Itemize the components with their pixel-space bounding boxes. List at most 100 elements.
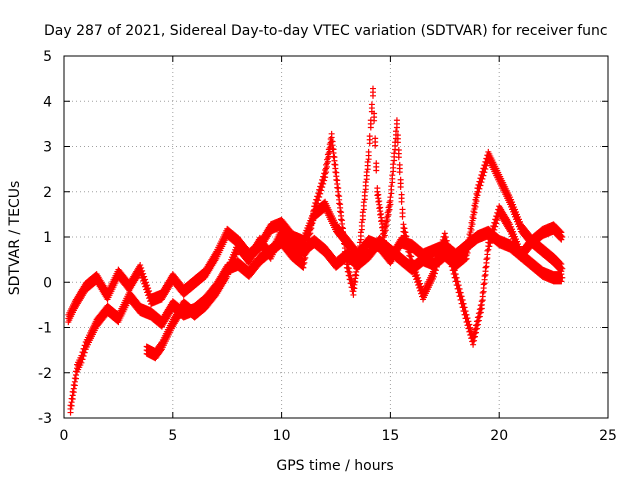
y-tick-label: 0 [43,275,52,291]
y-tick-label: -2 [38,366,52,382]
x-tick-label: 0 [60,428,69,444]
data-point [454,278,461,285]
data-point [456,285,463,292]
data-point [336,193,343,200]
data-point [559,265,566,272]
data-point [457,289,464,296]
data-point [452,271,459,278]
data-point [395,146,402,153]
data-point [368,101,375,108]
y-tick-label: 1 [43,230,52,246]
data-point [348,276,355,283]
data-point [334,177,341,184]
x-tick-label: 15 [381,428,399,444]
data-point [338,209,345,216]
x-tick-label: 25 [599,428,617,444]
data-point [559,274,566,281]
data-point [392,128,399,135]
data-point [345,265,352,272]
data-point [394,132,401,139]
data-point [340,225,347,232]
data-point [557,260,564,267]
data-point [387,194,394,201]
data-point [441,230,448,237]
y-tick-label: 4 [43,94,52,110]
y-tick-labels: -3 -2 -1 0 1 2 3 4 5 [38,49,52,427]
data-point [400,221,407,228]
y-axis-label: SDTVAR / TECUs [7,181,23,296]
data-point [393,117,400,124]
data-point [365,148,372,155]
data-point [467,324,474,331]
data-point [483,256,490,263]
data-point [461,304,468,311]
data-point [346,269,353,276]
data-point [333,169,340,176]
data-point [359,209,366,216]
data-point [389,172,396,179]
data-point [453,274,460,281]
data-point [399,206,406,213]
data-point [396,161,403,168]
data-point [405,241,412,248]
data-point [340,233,347,240]
data-point [350,284,357,291]
data-point [356,245,363,252]
data-point [347,273,354,280]
chart-title: Day 287 of 2021, Sidereal Day-to-day VTE… [44,23,608,39]
x-axis-label: GPS time / hours [276,458,393,474]
data-point [376,198,383,205]
data-point [375,191,382,198]
data-point [145,285,152,292]
data-points [65,85,566,416]
y-tick-label: 5 [43,49,52,65]
x-tick-label: 10 [273,428,291,444]
data-point [557,228,564,235]
data-point [361,189,368,196]
data-point [408,253,415,260]
data-point [445,245,452,252]
data-point [366,133,373,140]
data-point [465,318,472,325]
data-point [144,282,151,289]
data-point [458,293,465,300]
data-point [138,264,145,271]
series-group [67,85,566,416]
data-point [390,161,397,168]
data-point [358,219,365,226]
data-point [143,279,150,286]
data-point [404,237,411,244]
data-point [356,239,363,246]
data-point [379,217,386,224]
data-point [357,229,364,236]
data-point [464,315,471,322]
data-point [417,280,424,287]
data-point [362,179,369,186]
data-point [360,199,367,206]
y-tick-label: -1 [38,321,52,337]
data-point [397,176,404,183]
data-point [459,297,466,304]
data-point [355,252,362,259]
data-point [139,267,146,274]
series-group [143,148,566,362]
data-point [398,191,405,198]
data-point [407,249,414,256]
data-point [142,276,149,283]
data-point [401,225,408,232]
data-point [363,169,370,176]
data-point [482,264,489,271]
axis-ticks [63,55,609,419]
data-point [444,241,451,248]
data-point [378,210,385,217]
data-point [341,241,348,248]
data-point [460,300,467,307]
y-tick-label: -3 [38,411,52,427]
data-point [328,130,335,137]
data-point [329,138,336,145]
data-point [352,271,359,278]
data-point [403,233,410,240]
data-point [466,321,473,328]
data-point [484,247,491,254]
